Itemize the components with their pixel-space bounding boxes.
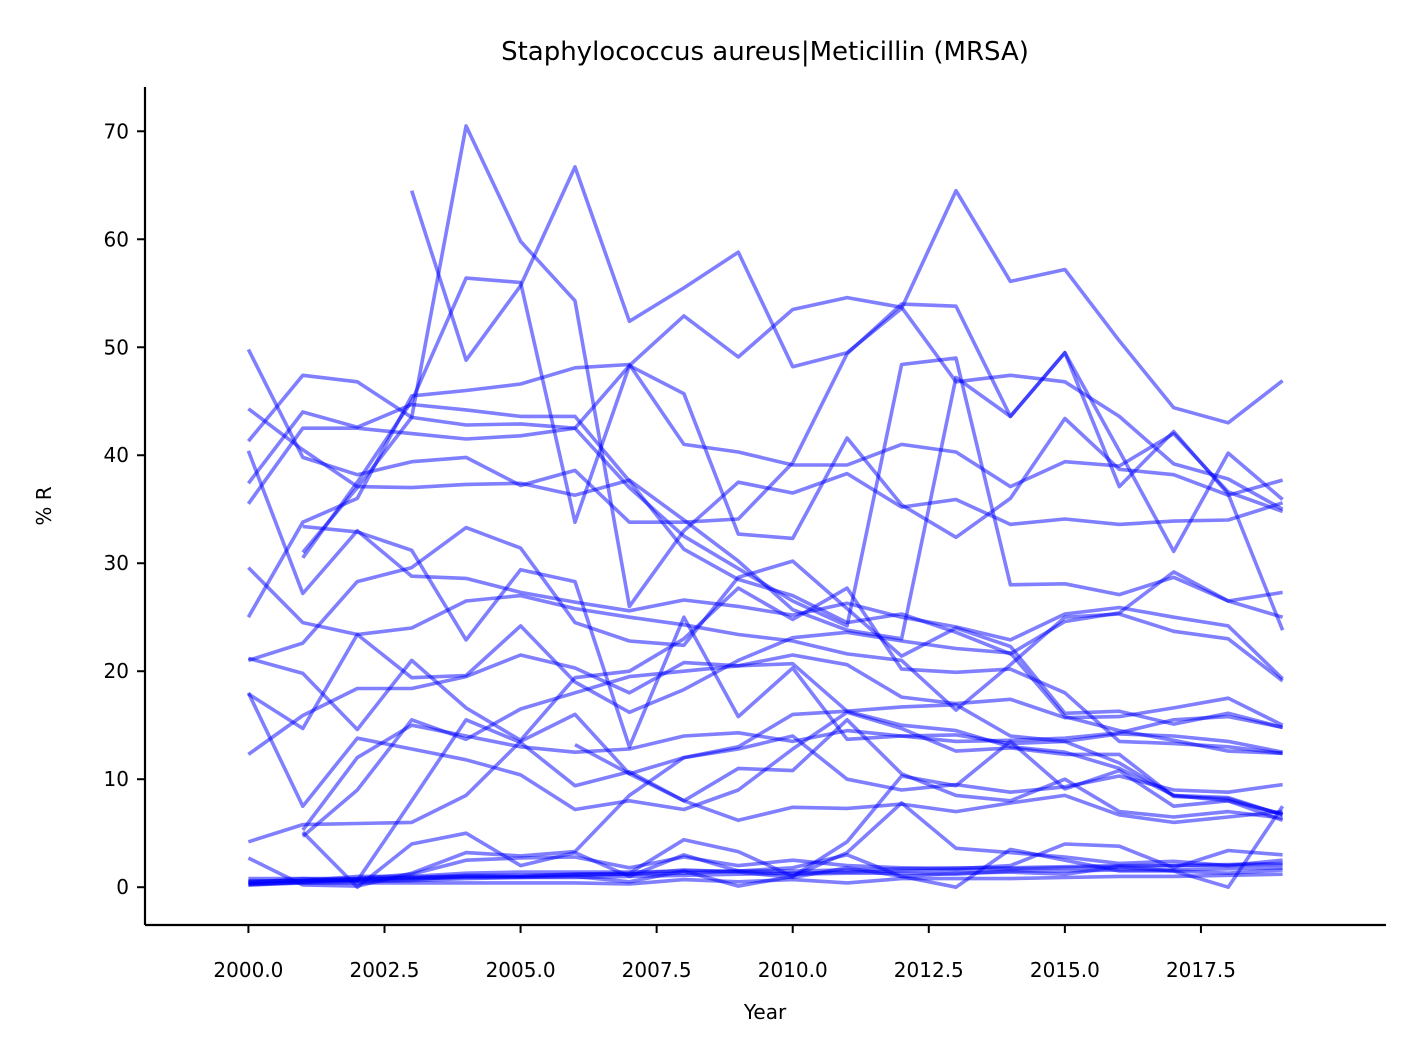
series-line-17	[247, 653, 1284, 756]
series-line-16	[246, 692, 1284, 817]
y-tick-label: 40	[104, 443, 129, 467]
x-tick-label: 2005.0	[486, 958, 556, 982]
x-tick-label: 2012.5	[894, 958, 964, 982]
series-line-4	[246, 363, 1284, 541]
y-tick-label: 10	[104, 767, 129, 791]
series-line-7	[247, 350, 1285, 641]
series-line-2	[301, 124, 1284, 609]
x-tick-label: 2000.0	[213, 958, 283, 982]
y-tick-label: 60	[104, 227, 129, 251]
y-tick-label: 70	[104, 119, 129, 143]
series-line-20	[247, 712, 1283, 844]
series-line-22	[301, 714, 1283, 832]
series-line-14	[247, 624, 1283, 756]
series-line-30	[248, 872, 1283, 886]
series-line-23	[247, 734, 1283, 888]
series-line-24	[248, 718, 1283, 885]
series-line-27	[248, 842, 1283, 881]
series-layer	[246, 124, 1285, 889]
series-line-32	[248, 862, 1283, 887]
y-axis-label: % R	[32, 486, 56, 525]
y-tick-label: 20	[104, 659, 129, 683]
x-tick-label: 2002.5	[349, 958, 419, 982]
y-axis-ticks: 0 10 20 30 40 50 60 70	[104, 119, 145, 899]
series-line-18	[301, 661, 1284, 838]
x-tick-label: 2017.5	[1166, 958, 1236, 982]
series-line-12	[247, 566, 1284, 712]
y-tick-label: 0	[116, 875, 129, 899]
x-axis-ticks: 2000.0 2002.5 2005.0 2007.5 2010.0 2012.5 2015…	[213, 925, 1236, 982]
x-tick-label: 2010.0	[758, 958, 828, 982]
x-axis-label: Year	[743, 1000, 787, 1024]
series-line-13	[247, 525, 1284, 730]
series-line-3	[301, 276, 1284, 559]
series-line-8	[246, 302, 1284, 554]
series-line-10	[246, 450, 1284, 681]
chart-title: Staphylococcus aureus|Meticillin (MRSA)	[501, 37, 1029, 67]
x-tick-label: 2007.5	[622, 958, 692, 982]
y-tick-label: 50	[104, 335, 129, 359]
x-tick-label: 2015.0	[1030, 958, 1100, 982]
y-tick-label: 30	[104, 551, 129, 575]
